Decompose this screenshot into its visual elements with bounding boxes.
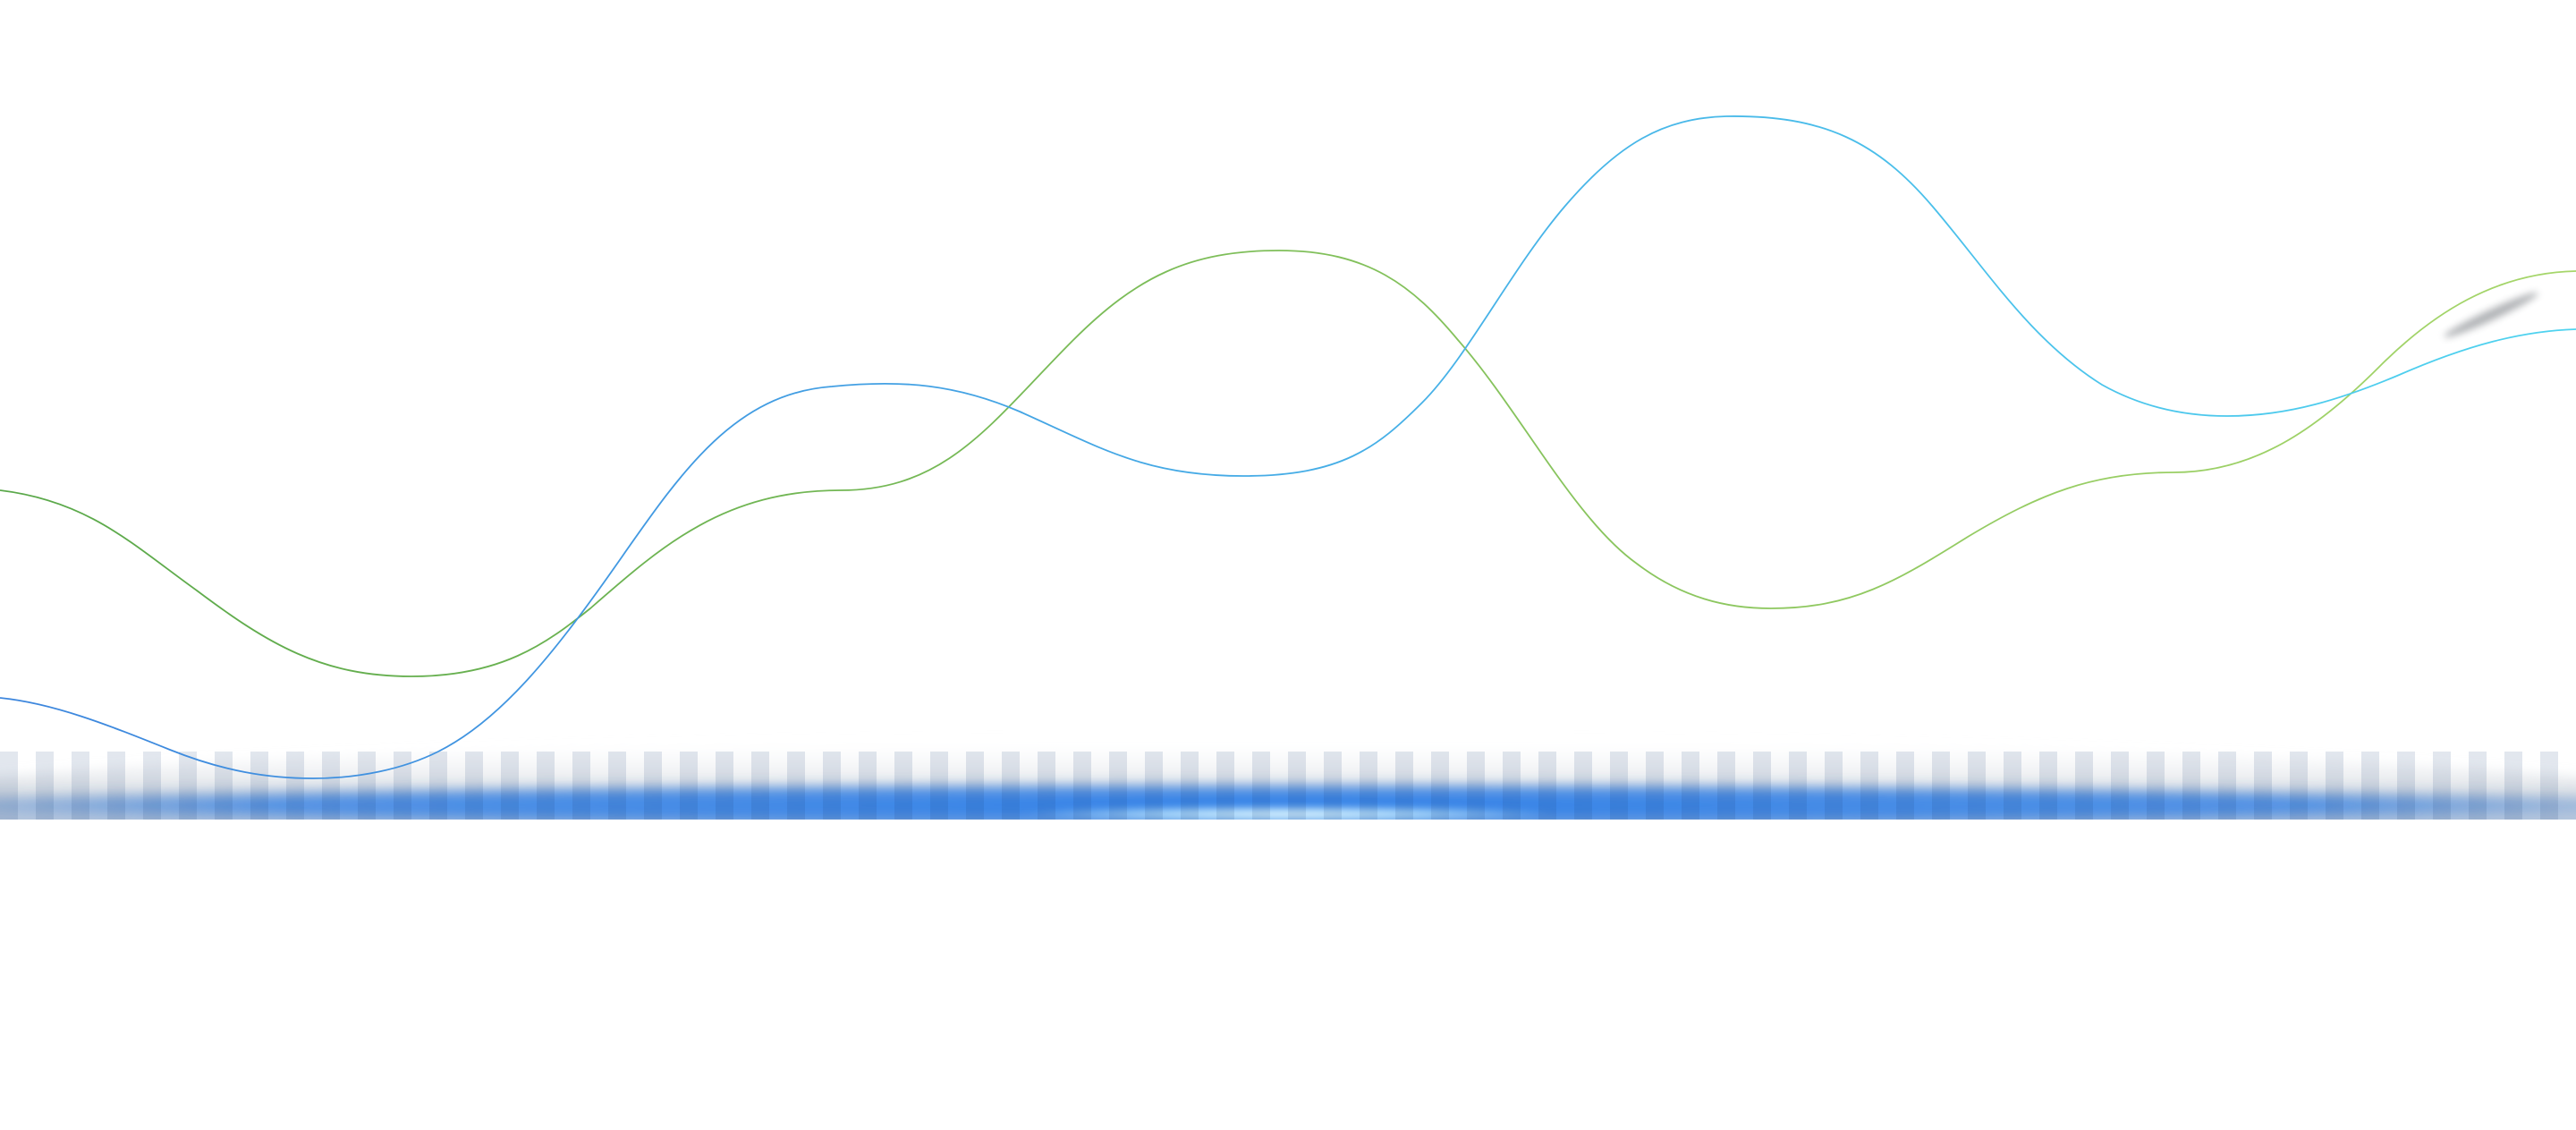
glow-stripe [1431,752,1449,820]
glow-stripe [859,752,877,820]
glow-stripe [0,752,18,820]
glow-stripe [322,752,340,820]
glow-stripe [1002,752,1020,820]
glow-stripe [1896,752,1914,820]
glow-stripe [1252,752,1270,820]
glow-stripe [1646,752,1664,820]
glow-stripe [1324,752,1342,820]
glow-stripe [1181,752,1199,820]
glow-stripe [2075,752,2093,820]
glow-stripe [1574,752,1592,820]
glow-stripe [572,752,590,820]
glow-stripe [1073,752,1091,820]
glow-stripe [2039,752,2057,820]
glow-stripe [179,752,197,820]
glow-stripe [930,752,948,820]
glow-stripe [72,752,89,820]
glow-stripe [2504,752,2522,820]
glow-stripe [1467,752,1485,820]
glow-stripe [250,752,268,820]
glow-stripe [787,752,805,820]
glow-stripe [2290,752,2308,820]
glow-stripe [1717,752,1735,820]
glow-stripe [716,752,733,820]
glow-stripe [1288,752,1306,820]
glow-stripe [1860,752,1878,820]
glow-stripe [1825,752,1843,820]
glow-stripe [465,752,483,820]
glow-stripe [2433,752,2451,820]
glow-stripe [1109,752,1127,820]
glow-stripe [429,752,447,820]
glow-stripe [1360,752,1377,820]
glow-stripe [608,752,626,820]
glow-stripe [1216,752,1234,820]
glow-stripe [286,752,304,820]
glow-stripe [644,752,662,820]
glow-stripe [2182,752,2200,820]
glow-stripe [751,752,769,820]
glow-stripe [1753,752,1771,820]
glow-stripe [1932,752,1950,820]
glow-stripe [1968,752,1986,820]
glow-stripe [2361,752,2379,820]
glow-stripe [537,752,555,820]
glow-stripe [394,752,411,820]
green-wave-line [0,250,2576,677]
glow-stripe [1610,752,1628,820]
glow-stripe [2397,752,2415,820]
glow-stripe [894,752,912,820]
glow-stripe [1395,752,1413,820]
glow-stripe [143,752,161,820]
glow-stripe [2326,752,2343,820]
glow-stripe [1503,752,1521,820]
glow-stripe [36,752,54,820]
glow-stripe [107,752,125,820]
glow-stripe [2004,752,2021,820]
glow-stripe [1789,752,1807,820]
blue-wave-line [0,115,2576,779]
glow-stripe [2147,752,2165,820]
glow-stripe [2469,752,2487,820]
glow-stripe [823,752,841,820]
shadow-smudge [2444,292,2538,338]
glow-stripe [501,752,519,820]
glow-band [0,737,2576,820]
glow-stripe [358,752,376,820]
glow-stripe [1682,752,1699,820]
glow-stripe [2540,752,2558,820]
glow-stripe [215,752,233,820]
glow-stripe [1538,752,1556,820]
glow-stripe [1145,752,1163,820]
glow-stripe [680,752,698,820]
glow-stripe [966,752,984,820]
glow-stripe [2218,752,2236,820]
glow-stripe [1038,752,1055,820]
glow-stripe [2111,752,2129,820]
glow-stripe [2254,752,2272,820]
